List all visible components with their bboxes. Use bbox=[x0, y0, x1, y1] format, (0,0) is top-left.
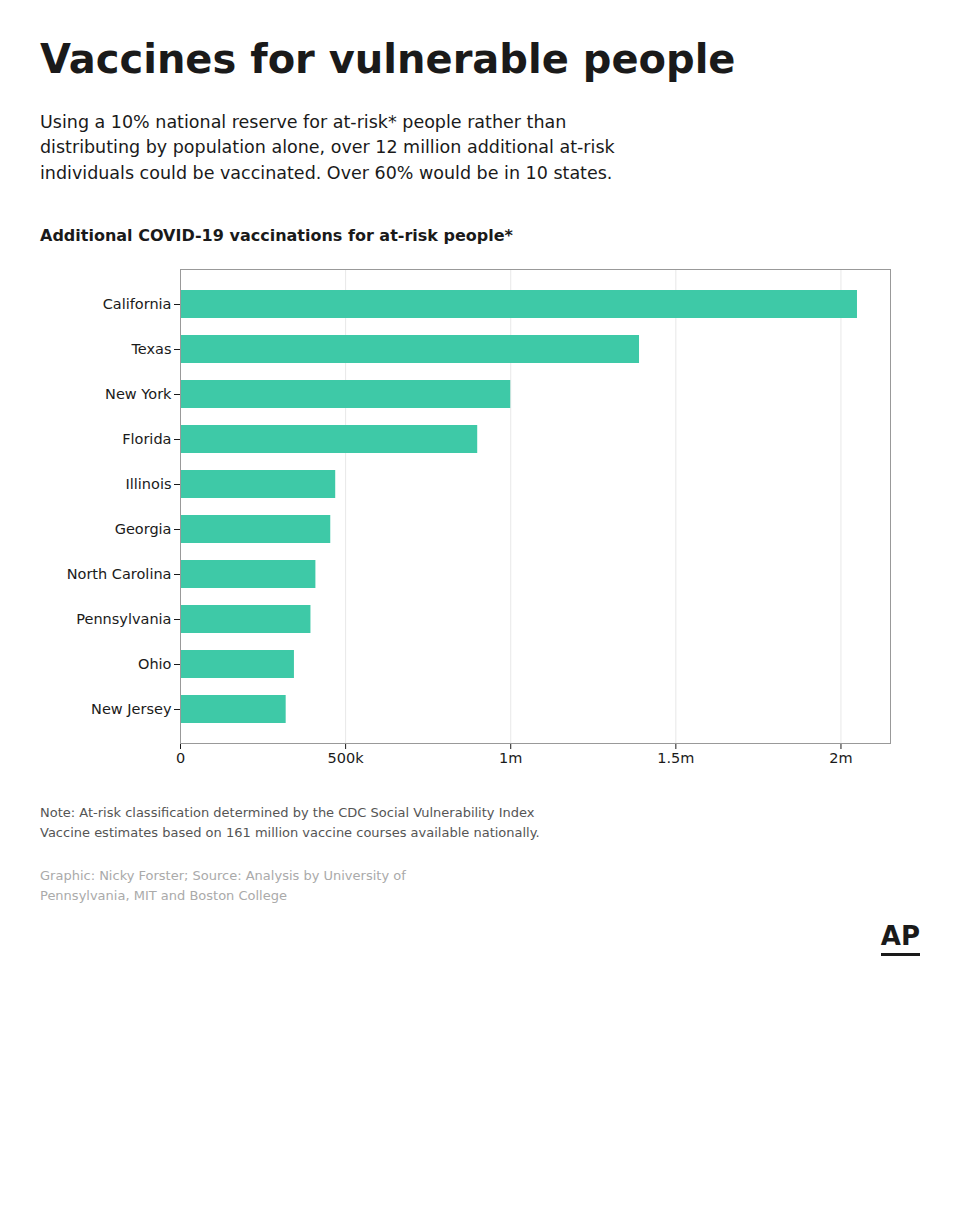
svg-text:California: California bbox=[103, 296, 172, 312]
html-text:Note: At-risk classification d: Note: At-risk classification determined … bbox=[40, 805, 535, 821]
html-text:Pennsylvania, MIT and Boston C: Pennsylvania, MIT and Boston College bbox=[40, 887, 287, 903]
svg-text:North Carolina: North Carolina bbox=[67, 566, 172, 582]
svg-text:Pennsylvania: Pennsylvania bbox=[76, 611, 171, 627]
svg-text:New York: New York bbox=[105, 386, 172, 402]
html-text:AP: AP bbox=[880, 921, 920, 952]
svg-text:New Jersey: New Jersey bbox=[91, 701, 172, 717]
svg-text:Georgia: Georgia bbox=[115, 521, 172, 537]
html-text:Graphic: Nicky Forster; Source: Graphic: Nicky Forster; Source: Analysis… bbox=[40, 868, 406, 884]
html-text:Vaccines for vulnerable people: Vaccines for vulnerable people bbox=[40, 36, 736, 82]
svg-text:1.5m: 1.5m bbox=[657, 750, 694, 766]
html-text:Additional COVID-19 vaccinatio: Additional COVID-19 vaccinations for at-… bbox=[40, 226, 513, 246]
svg-text:0: 0 bbox=[176, 750, 185, 766]
svg-text:Illinois: Illinois bbox=[125, 476, 171, 492]
html-text:Using a 10% national reserve f: Using a 10% national reserve for at-risk… bbox=[40, 112, 567, 132]
svg-text:2m: 2m bbox=[829, 750, 852, 766]
html-text:individuals could be vaccinate: individuals could be vaccinated. Over 60… bbox=[40, 162, 613, 183]
svg-text:Ohio: Ohio bbox=[138, 656, 172, 672]
svg-text:Texas: Texas bbox=[130, 341, 171, 357]
html-text:distributing by population alo: distributing by population alone, over 1… bbox=[40, 137, 615, 158]
html-text:Vaccine estimates based on 161: Vaccine estimates based on 161 million v… bbox=[40, 824, 540, 840]
svg-text:500k: 500k bbox=[328, 750, 365, 766]
svg-text:1m: 1m bbox=[499, 750, 522, 766]
svg-text:Florida: Florida bbox=[122, 431, 171, 447]
